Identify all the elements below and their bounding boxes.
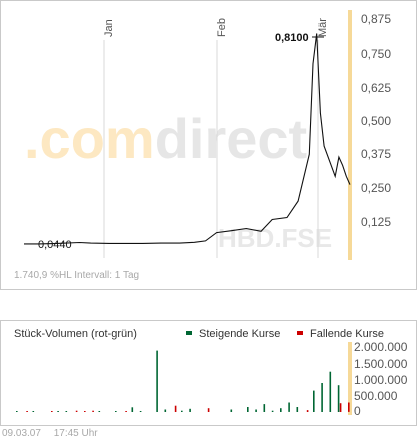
volume-current-day-bar	[348, 342, 352, 415]
volume-bar-up	[16, 411, 18, 412]
price-y-axis: 0,875 0,750 0,625 0,500 0,375 0,250 0,12…	[361, 12, 391, 229]
footer-date: 09.03.07	[2, 428, 41, 439]
volume-bar-up	[57, 411, 59, 412]
current-day-bar	[348, 10, 352, 260]
volume-bar-up	[255, 409, 257, 412]
price-y-tick: 0,375	[361, 147, 391, 161]
volume-bar-up	[321, 383, 323, 412]
watermark-brand-left: .com	[24, 107, 155, 170]
legend-up-swatch	[186, 331, 192, 335]
price-y-tick: 0,875	[361, 12, 391, 26]
volume-bar-up	[32, 411, 35, 412]
legend-up-label: Steigende Kurse	[199, 328, 280, 340]
volume-bar-up	[131, 407, 134, 412]
volume-bar-up	[181, 410, 183, 412]
volume-bar-up	[280, 408, 282, 412]
volume-bar-down	[207, 408, 210, 412]
month-label-feb: Feb	[216, 18, 228, 37]
legend-down-swatch	[297, 331, 303, 335]
volume-chart-panel: Stück-Volumen (rot-grün) Steigende Kurse…	[0, 320, 417, 426]
low-label: 0,0440	[38, 239, 72, 251]
volume-bar-up	[189, 408, 191, 412]
volume-bar-down	[92, 410, 94, 412]
price-y-tick: 0,625	[361, 81, 391, 95]
watermark-symbol: HBD.FSE	[218, 223, 332, 253]
month-label-jan: Jan	[103, 19, 115, 37]
volume-y-tick: 2.000.000	[354, 340, 408, 354]
high-label: 0,8100	[275, 32, 309, 44]
volume-bar-up	[288, 402, 290, 412]
volume-bar-down	[26, 411, 28, 412]
volume-chart: Stück-Volumen (rot-grün) Steigende Kurse…	[14, 328, 408, 418]
volume-y-axis: 2.000.000 1.500.000 1.000.000 500.000 0	[354, 340, 408, 418]
volume-y-tick: 1.000.000	[354, 373, 408, 387]
volume-bar-down	[174, 405, 177, 412]
price-chart: .comdirect HBD.FSE Jan Feb Mär 0,875 0,7…	[14, 10, 391, 281]
volume-bar-up	[313, 390, 315, 412]
volume-bar-up	[329, 371, 332, 412]
volume-bar-up	[247, 407, 249, 412]
volume-bar-up	[115, 411, 117, 412]
volume-y-tick: 1.500.000	[354, 357, 408, 371]
price-y-tick: 0,750	[361, 47, 391, 61]
volume-bar-down	[306, 410, 309, 412]
volume-bar-up	[139, 411, 142, 412]
volume-bar-down	[75, 410, 78, 412]
month-label-mar: Mär	[317, 18, 329, 37]
volume-bar-up	[230, 409, 233, 412]
price-info: 1.740,9 %HL Intervall: 1 Tag	[14, 270, 139, 281]
volume-bar-up	[156, 350, 158, 412]
volume-bar-down	[339, 403, 342, 412]
volume-bar-down	[348, 402, 350, 412]
price-line	[24, 33, 351, 245]
price-y-tick: 0,250	[361, 181, 391, 195]
volume-bars	[16, 350, 350, 412]
volume-y-tick: 0	[354, 404, 361, 418]
volume-bar-up	[271, 410, 274, 412]
footer-time: 17:45 Uhr	[53, 428, 98, 439]
volume-title: Stück-Volumen (rot-grün)	[14, 328, 137, 340]
volume-bar-up	[164, 409, 167, 412]
volume-bar-down	[84, 411, 86, 412]
price-y-tick: 0,500	[361, 114, 391, 128]
volume-y-tick: 500.000	[354, 389, 398, 403]
volume-bar-up	[98, 411, 101, 412]
volume-bar-up	[263, 404, 266, 412]
volume-bar-down	[51, 411, 53, 412]
legend-down-label: Fallende Kurse	[310, 328, 384, 340]
price-y-tick: 0,125	[361, 215, 391, 229]
volume-bar-down	[125, 411, 127, 412]
watermark-brand-right: direct	[155, 107, 308, 170]
volume-bar-up	[337, 385, 340, 412]
volume-bar-up	[65, 411, 68, 412]
footer-timestamp: 09.03.07 17:45 Uhr	[2, 428, 108, 439]
watermark-brand: .comdirect	[24, 107, 307, 170]
volume-bar-up	[296, 407, 299, 412]
price-chart-panel: .comdirect HBD.FSE Jan Feb Mär 0,875 0,7…	[0, 0, 417, 290]
